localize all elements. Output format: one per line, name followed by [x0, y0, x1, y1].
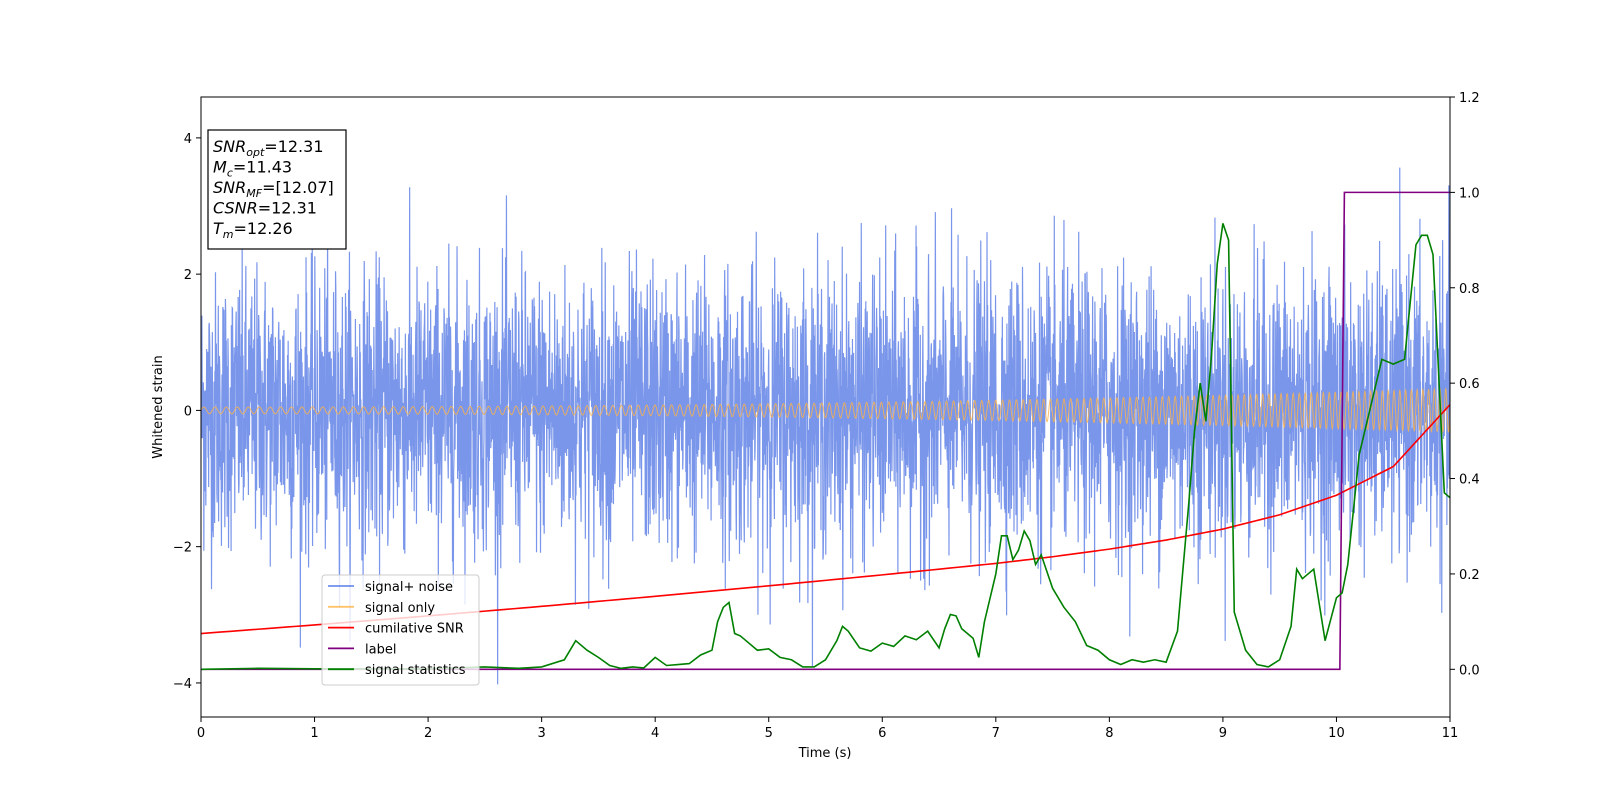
- x-tick-label: 2: [424, 726, 432, 741]
- y-left-tick-label: 0: [184, 404, 192, 419]
- x-tick-label: 10: [1328, 726, 1345, 741]
- series-layer: [201, 167, 1450, 685]
- stats-box-line: SNRMF=[12.07]: [213, 178, 334, 200]
- ticks-layer: 0 1 2 3 4 5 6 7 8 9 10 11 −4 −2 0 2 4 0.0 0.2 0.4 0.6 0.8 1.0 1…: [173, 91, 1480, 741]
- x-tick-label: 3: [537, 726, 545, 741]
- legend-label-signal-only: signal only: [365, 601, 435, 616]
- x-tick-label: 6: [878, 726, 886, 741]
- series-signal-noise-line: [201, 167, 1450, 685]
- y-left-tick-label: 2: [184, 268, 192, 283]
- stats-box-frame: [207, 129, 347, 250]
- y-right-tick-label: 0.8: [1459, 282, 1480, 297]
- x-tick-label: 0: [197, 726, 205, 741]
- legend-label-label: label: [365, 642, 396, 657]
- legend-label-signal-noise: signal+ noise: [365, 580, 453, 595]
- x-tick-label: 4: [651, 726, 659, 741]
- x-tick-label: 8: [1105, 726, 1113, 741]
- y-left-tick-label: −2: [173, 541, 192, 556]
- series-signal-statistics-line: [201, 223, 1450, 671]
- legend-label-signal-statistics: signal statistics: [365, 663, 466, 678]
- stats-box-line: Tm=12.26: [213, 219, 293, 241]
- y-axis-label: Whitened strain: [151, 355, 166, 458]
- stats-box-line: CSNR=12.31: [213, 199, 317, 218]
- stats-box-line: Mc=11.43: [213, 158, 292, 180]
- x-tick-label: 7: [992, 726, 1000, 741]
- x-tick-label: 5: [765, 726, 773, 741]
- legend: signal+ noise signal only cumilative SNR la…: [321, 574, 480, 686]
- x-tick-label: 1: [310, 726, 318, 741]
- series-label-line: [201, 191, 1450, 671]
- x-axis-label: Time (s): [798, 746, 852, 761]
- y-left-tick-label: 4: [184, 132, 192, 147]
- stats-box: SNRopt=12.31Mc=11.43SNRMF=[12.07]CSNR=12…: [207, 129, 347, 250]
- stats-box-line: SNRopt=12.31: [213, 137, 324, 159]
- series-signal-only-line: [201, 386, 1450, 434]
- y-right-tick-label: 0.4: [1459, 473, 1480, 488]
- x-tick-label: 11: [1442, 726, 1459, 741]
- series-cumilative-snr-line: [201, 404, 1450, 635]
- x-tick-label: 9: [1219, 726, 1227, 741]
- y-right-tick-label: 0.2: [1459, 568, 1480, 583]
- y-right-tick-label: 1.2: [1459, 91, 1480, 106]
- legend-label-cumilative-snr: cumilative SNR: [365, 622, 464, 637]
- y-right-tick-label: 1.0: [1459, 186, 1480, 201]
- plot-frame: [200, 96, 1451, 718]
- y-right-tick-label: 0.0: [1459, 663, 1480, 678]
- y-left-tick-label: −4: [173, 677, 192, 692]
- y-right-tick-label: 0.6: [1459, 377, 1480, 392]
- legend-frame: [321, 574, 480, 686]
